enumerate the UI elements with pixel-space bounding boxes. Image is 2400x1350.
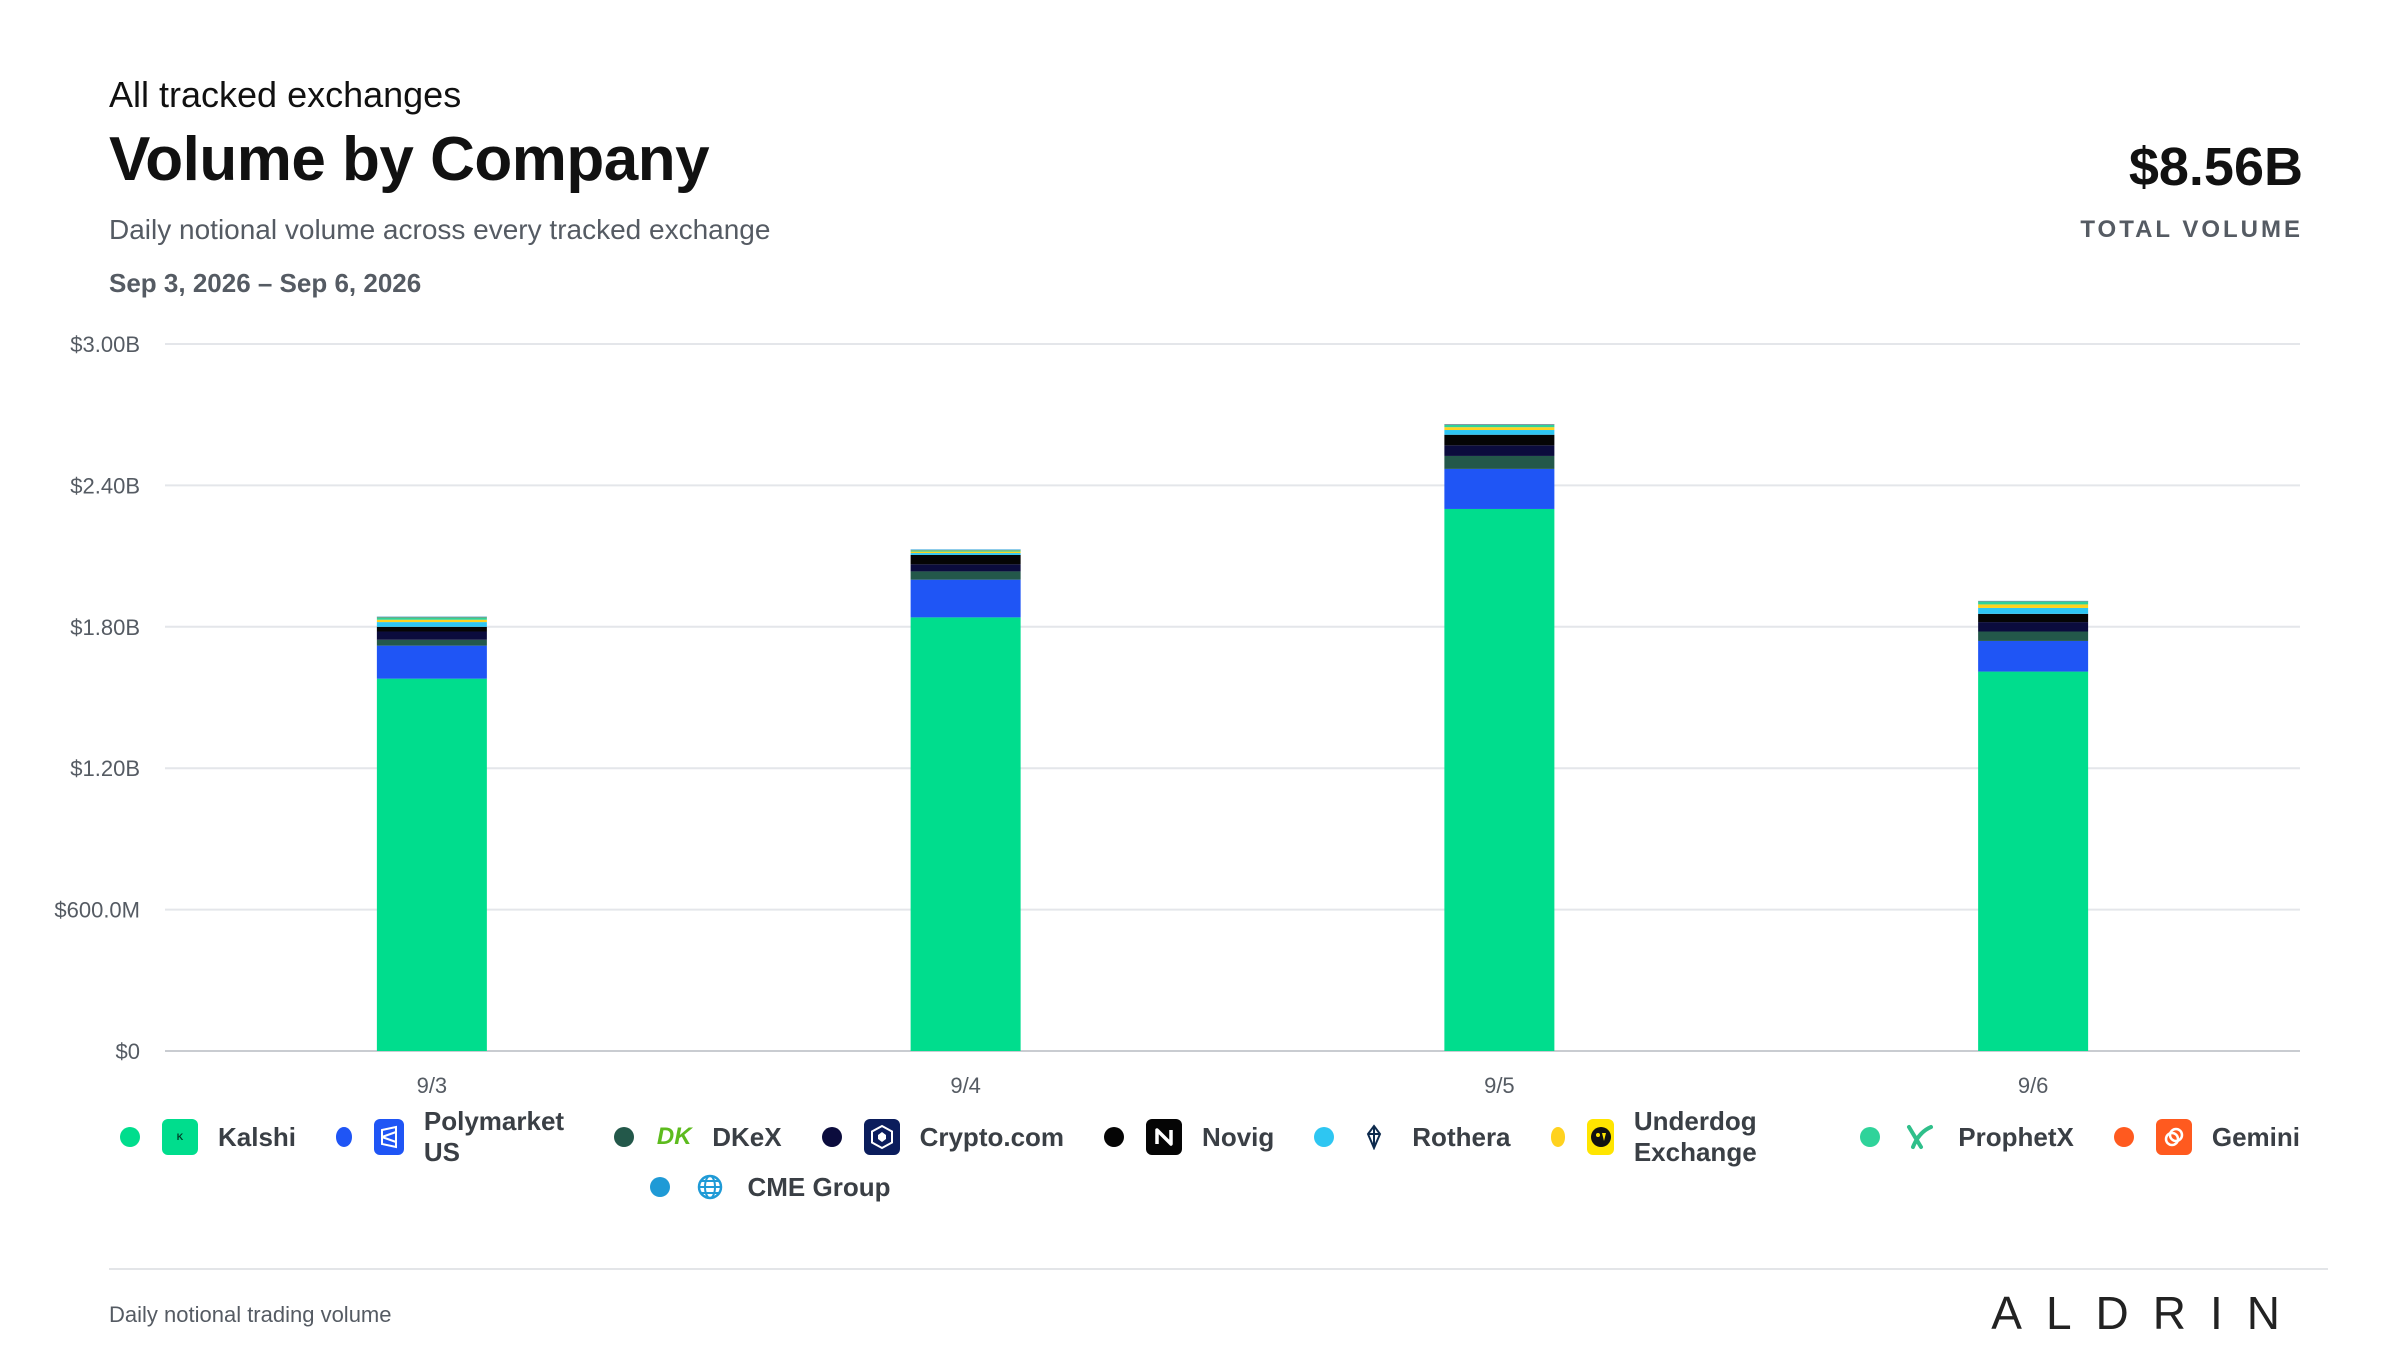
legend-dot-crypto-com [821, 1127, 842, 1147]
y-tick-label: $2.40B [70, 473, 140, 498]
bar-segment [1978, 607, 2089, 614]
y-tick-label: $600.0M [54, 898, 140, 923]
bar-segment [910, 617, 1021, 1051]
bar-segment [1444, 468, 1555, 509]
x-tick-label: 9/6 [2018, 1073, 2049, 1098]
legend-dot-polymarket-us [336, 1127, 353, 1147]
bar-segment [910, 553, 1021, 555]
total-volume-value: $8.56B [2128, 137, 2303, 197]
legend-item-rothera[interactable]: Rothera [1314, 1119, 1511, 1155]
legend-label: Gemini [2211, 1121, 2300, 1152]
bar-segment [1978, 640, 2089, 672]
legend-item-kalshi[interactable]: K Kalshi [120, 1119, 296, 1155]
y-tick-label: $0 [116, 1039, 140, 1064]
x-tick-label: 9/3 [417, 1073, 448, 1098]
legend-label: CME Group [747, 1171, 891, 1202]
bar-segment [1978, 601, 2089, 605]
bar-segment [1444, 430, 1555, 435]
brand-logo: ALDRIN [1991, 1287, 2304, 1339]
legend-dot-novig [1104, 1127, 1125, 1147]
legend-dot-gemini [2113, 1127, 2134, 1147]
bar-segment [1978, 622, 2089, 632]
legend-label: Novig [1202, 1121, 1275, 1152]
chart-legend: K Kalshi Polymarket US DK DKeX Crypto.co… [120, 1106, 2340, 1212]
rothera-logo-icon [1356, 1119, 1392, 1155]
prophetx-logo-icon [1902, 1119, 1938, 1155]
legend-row-2: CME Group [120, 1162, 2340, 1212]
bar-segment [1444, 424, 1555, 428]
chart-title: Volume by Company [109, 125, 710, 194]
y-tick-label: $1.80B [70, 615, 140, 640]
bar-segment [1444, 434, 1555, 446]
bar-segment [376, 645, 487, 679]
legend-item-underdog-exchange[interactable]: Underdog Exchange [1550, 1106, 1821, 1168]
legend-item-prophetx[interactable]: ProphetX [1860, 1119, 2074, 1155]
bar-segment [910, 579, 1021, 618]
legend-dot-underdog-exchange [1550, 1127, 1566, 1147]
bar-segment [910, 549, 1021, 551]
legend-dot-cme-group [649, 1177, 670, 1197]
legend-item-dkex[interactable]: DK DKeX [614, 1119, 782, 1155]
gemini-logo-icon [2155, 1119, 2192, 1155]
bar-segment [376, 616, 487, 618]
bar-segment [1444, 455, 1555, 469]
legend-dot-rothera [1314, 1127, 1335, 1147]
bar-segment [1444, 424, 1555, 425]
bar-segment [910, 564, 1021, 572]
bar-segment [910, 551, 1021, 554]
legend-item-cme-group[interactable]: CME Group [649, 1169, 891, 1205]
y-tick-label: $1.20B [70, 756, 140, 781]
bar-segment [1444, 427, 1555, 431]
bar-segment [376, 678, 487, 1051]
bar-segment [376, 622, 487, 627]
bar-segment [1978, 671, 2089, 1051]
crypto-com-logo-icon [863, 1119, 900, 1155]
bar-segment [376, 639, 487, 646]
novig-logo-icon [1146, 1119, 1183, 1155]
y-tick-label: $3.00B [70, 332, 140, 357]
cme-globe-icon [692, 1169, 728, 1205]
legend-item-polymarket-us[interactable]: Polymarket US [336, 1106, 574, 1168]
bar-segment [1978, 613, 2089, 623]
date-range: Sep 3, 2026 – Sep 6, 2026 [109, 268, 422, 298]
legend-item-gemini[interactable]: Gemini [2113, 1119, 2300, 1155]
bar-segment [1444, 508, 1555, 1051]
dk-logo-icon: DK [656, 1123, 692, 1150]
bar-segment [1978, 631, 2089, 641]
bar-segment [910, 550, 1021, 552]
bar-segment [376, 631, 487, 640]
legend-label: Kalshi [218, 1121, 297, 1152]
legend-dot-kalshi [120, 1127, 140, 1147]
footer-divider [109, 1268, 2328, 1270]
legend-label: Crypto.com [919, 1121, 1065, 1152]
polymarket-logo-icon [374, 1119, 404, 1155]
x-tick-label: 9/5 [1484, 1073, 1515, 1098]
bar-segment [910, 571, 1021, 580]
bar-segment [910, 554, 1021, 565]
legend-dot-prophetx [1860, 1127, 1881, 1147]
footer-note: Daily notional trading volume [109, 1302, 392, 1327]
legend-label: DKeX [712, 1121, 782, 1152]
legend-item-novig[interactable]: Novig [1104, 1119, 1274, 1155]
underdog-logo-icon [1587, 1119, 1614, 1155]
bar-segment [1978, 600, 2089, 602]
kalshi-logo-icon: K [162, 1119, 198, 1155]
bar-segment [1444, 445, 1555, 456]
chart-eyebrow: All tracked exchanges [109, 74, 462, 115]
legend-label: Rothera [1412, 1121, 1511, 1152]
legend-label: Underdog Exchange [1633, 1106, 1757, 1167]
bar-segment [1978, 604, 2089, 608]
legend-label: ProphetX [1958, 1121, 2074, 1152]
bar-segment [376, 619, 487, 623]
bar-segment [376, 617, 487, 620]
legend-item-crypto-com[interactable]: Crypto.com [821, 1119, 1065, 1155]
legend-row-1: K Kalshi Polymarket US DK DKeX Crypto.co… [120, 1106, 2340, 1167]
stacked-bar-chart: $0 $600.0M $1.20B $1.80B $2.40B $3.00B 9/3 9/4 9… [54, 332, 2300, 1098]
total-volume-label: TOTAL VOLUME [2080, 216, 2303, 243]
legend-label: Polymarket US [423, 1106, 565, 1167]
x-tick-label: 9/4 [950, 1073, 981, 1098]
bar-segment [376, 626, 487, 632]
legend-dot-dkex [614, 1127, 635, 1147]
chart-subtitle: Daily notional volume across every track… [109, 214, 771, 245]
